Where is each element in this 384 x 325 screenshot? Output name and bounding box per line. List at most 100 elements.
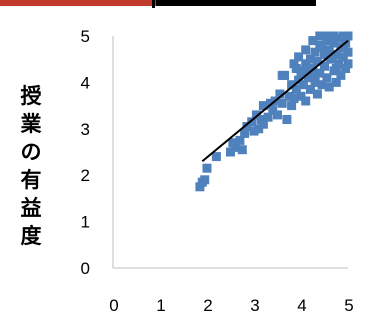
scatter-point: [301, 96, 311, 106]
y-tick-label: 1: [81, 213, 90, 232]
scatter-point: [228, 138, 238, 148]
scatter-point: [331, 50, 341, 60]
scatter-point: [287, 80, 297, 90]
y-tick-label: 5: [81, 27, 90, 46]
scatter-point: [275, 89, 285, 99]
scatter-point: [251, 110, 261, 120]
scatter-point: [305, 64, 315, 73]
scatter-point: [329, 38, 339, 48]
scatter-point: [263, 112, 273, 122]
scatter-point: [303, 73, 313, 83]
scatter-point: [195, 182, 205, 192]
scatter-point: [240, 128, 250, 138]
scatter-point: [237, 145, 247, 155]
scatter-point: [258, 119, 268, 129]
scatter-point: [289, 94, 299, 104]
scatter-point: [242, 122, 252, 131]
scatter-point: [277, 98, 287, 108]
scatter-point: [312, 57, 322, 66]
scatter-point: [298, 66, 308, 76]
scatter-point: [324, 82, 334, 92]
y-tick-label: 0: [81, 259, 90, 278]
scatter-point: [336, 70, 346, 80]
scatter-point: [256, 115, 266, 124]
scatter-point: [310, 70, 320, 80]
scatter-point: [308, 36, 318, 46]
x-tick-label: 5: [344, 296, 353, 315]
scatter-point: [341, 64, 351, 73]
scatter-point: [294, 75, 304, 85]
scatter-point: [329, 31, 339, 41]
header-strip-divider: [152, 0, 155, 8]
scatter-point: [331, 64, 341, 73]
y-tick-label: 4: [81, 73, 90, 92]
scatter-point: [324, 31, 334, 41]
scatter-point: [266, 98, 275, 108]
scatter-point: [296, 91, 306, 101]
scatter-point: [211, 152, 221, 162]
scatter-point: [320, 61, 329, 71]
scatter-point: [289, 59, 299, 69]
x-tick-label: 3: [250, 296, 259, 315]
scatter-point: [343, 31, 353, 41]
x-tick-label: 1: [156, 296, 165, 315]
scatter-point: [331, 77, 341, 87]
scatter-point: [301, 59, 311, 69]
scatter-point: [320, 50, 329, 60]
y-axis-label: 授 業 の 有 益 度: [10, 82, 52, 250]
scatter-point: [305, 84, 315, 94]
scatter-point: [324, 45, 334, 55]
scatter-point: [305, 54, 315, 64]
x-axis-ticks: 0 1 2 3 4 5: [109, 296, 353, 315]
y-axis-label-char: 度: [20, 224, 42, 248]
x-tick-label: 0: [109, 296, 118, 315]
y-axis-label-char: の: [20, 140, 42, 164]
scatter-point: [294, 52, 304, 62]
scatter-point: [338, 52, 348, 62]
scatter-point: [334, 59, 344, 69]
scatter-point: [282, 115, 292, 124]
scatter-point: [343, 59, 353, 69]
scatter-point: [291, 84, 301, 94]
scatter-point: [226, 147, 235, 157]
y-tick-label: 3: [81, 120, 90, 139]
scatter-points: [195, 31, 353, 192]
scatter-point: [254, 124, 264, 134]
scatter-point: [343, 47, 353, 57]
scatter-point: [200, 175, 210, 185]
scatter-point: [291, 64, 301, 73]
scatter-point: [310, 47, 320, 57]
scatter-point: [273, 110, 282, 120]
y-axis-label-char: 有: [20, 168, 42, 192]
scatter-point: [312, 89, 322, 99]
scatter-point: [298, 80, 308, 90]
scatter-point: [284, 91, 294, 101]
scatter-point: [322, 73, 332, 83]
scatter-point: [320, 31, 329, 41]
scatter-point: [268, 105, 278, 115]
scatter-point: [301, 45, 311, 55]
y-axis-label-char: 業: [20, 112, 42, 136]
scatter-point: [338, 43, 348, 53]
scatter-point: [280, 70, 289, 80]
scatter-point: [249, 126, 259, 136]
scatter-point: [310, 77, 320, 87]
scatter-point: [317, 43, 327, 53]
scatter-point: [315, 31, 325, 41]
scatter-point: [247, 117, 257, 127]
scatter-point: [334, 33, 344, 43]
header-strip-red: [0, 0, 156, 6]
scatter-point: [258, 101, 268, 111]
y-axis-label-char: 授: [20, 84, 42, 108]
scatter-point: [235, 135, 245, 145]
y-axis-label-char: 益: [20, 196, 42, 220]
scatter-point: [315, 68, 325, 78]
scatter-point: [338, 31, 348, 41]
header-strip-black: [156, 0, 316, 6]
scatter-point: [322, 36, 332, 46]
x-tick-label: 2: [203, 296, 212, 315]
scatter-point: [202, 163, 212, 173]
trendline: [201, 39, 349, 163]
scatter-point: [230, 142, 240, 152]
